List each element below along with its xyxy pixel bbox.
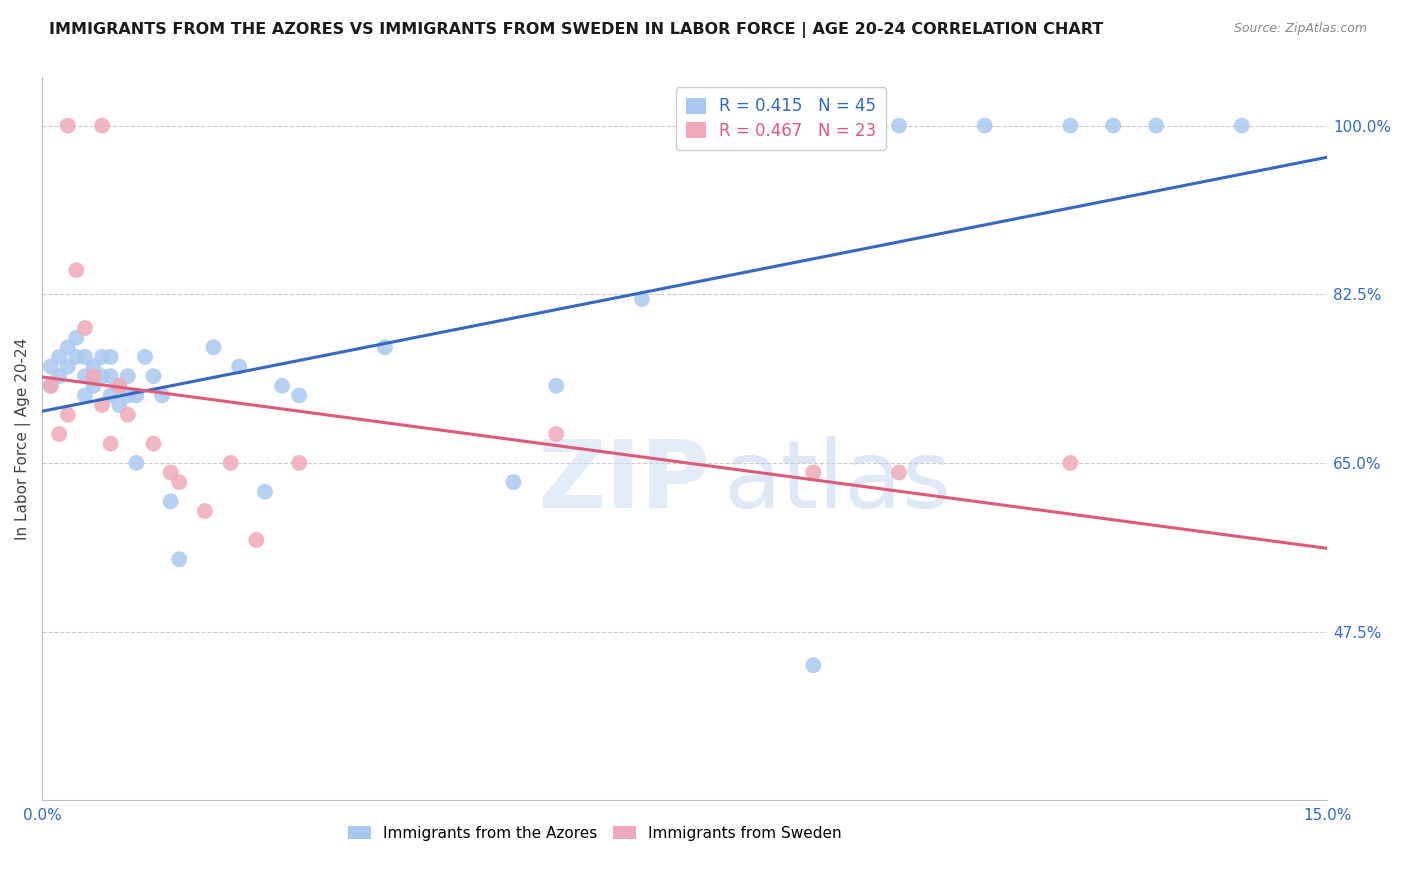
Point — [1102, 119, 1125, 133]
Y-axis label: In Labor Force | Age 20-24: In Labor Force | Age 20-24 — [15, 338, 31, 540]
Point — [56, 119, 79, 133]
Point — [108, 398, 131, 412]
Point — [48, 369, 70, 384]
Point — [159, 466, 181, 480]
Legend: R = 0.415   N = 45, R = 0.467   N = 23: R = 0.415 N = 45, R = 0.467 N = 23 — [676, 87, 886, 150]
Point — [65, 330, 87, 344]
Point — [73, 369, 96, 384]
Point — [73, 388, 96, 402]
Point — [142, 436, 165, 450]
Text: ZIP: ZIP — [537, 436, 710, 528]
Point — [91, 350, 114, 364]
Point — [65, 263, 87, 277]
Point — [91, 119, 114, 133]
Point — [100, 388, 122, 402]
Point — [546, 379, 568, 393]
Point — [219, 456, 242, 470]
Point — [100, 350, 122, 364]
Point — [125, 456, 148, 470]
Point — [159, 494, 181, 508]
Point — [288, 456, 311, 470]
Point — [142, 369, 165, 384]
Point — [83, 359, 105, 374]
Point — [56, 340, 79, 354]
Point — [1059, 456, 1081, 470]
Point — [125, 388, 148, 402]
Point — [117, 408, 139, 422]
Point — [134, 350, 156, 364]
Point — [245, 533, 267, 547]
Point — [973, 119, 995, 133]
Point — [65, 350, 87, 364]
Point — [202, 340, 225, 354]
Point — [631, 292, 654, 306]
Point — [117, 369, 139, 384]
Point — [546, 427, 568, 442]
Point — [150, 388, 173, 402]
Point — [167, 552, 190, 566]
Point — [83, 369, 105, 384]
Point — [100, 436, 122, 450]
Point — [73, 321, 96, 335]
Point — [39, 359, 62, 374]
Text: IMMIGRANTS FROM THE AZORES VS IMMIGRANTS FROM SWEDEN IN LABOR FORCE | AGE 20-24 : IMMIGRANTS FROM THE AZORES VS IMMIGRANTS… — [49, 22, 1104, 38]
Point — [91, 398, 114, 412]
Point — [39, 379, 62, 393]
Point — [100, 369, 122, 384]
Text: atlas: atlas — [723, 436, 952, 528]
Point — [288, 388, 311, 402]
Point — [271, 379, 294, 393]
Point — [228, 359, 250, 374]
Point — [502, 475, 524, 490]
Point — [39, 379, 62, 393]
Point — [253, 484, 276, 499]
Point — [887, 119, 910, 133]
Point — [91, 369, 114, 384]
Point — [1059, 119, 1081, 133]
Point — [48, 350, 70, 364]
Point — [374, 340, 396, 354]
Point — [108, 379, 131, 393]
Point — [56, 359, 79, 374]
Point — [167, 475, 190, 490]
Text: Source: ZipAtlas.com: Source: ZipAtlas.com — [1233, 22, 1367, 36]
Point — [117, 388, 139, 402]
Point — [1230, 119, 1253, 133]
Point — [83, 379, 105, 393]
Point — [801, 466, 824, 480]
Point — [56, 408, 79, 422]
Point — [1144, 119, 1167, 133]
Point — [48, 427, 70, 442]
Point — [801, 658, 824, 673]
Point — [108, 379, 131, 393]
Point — [194, 504, 217, 518]
Point — [887, 466, 910, 480]
Point — [73, 350, 96, 364]
